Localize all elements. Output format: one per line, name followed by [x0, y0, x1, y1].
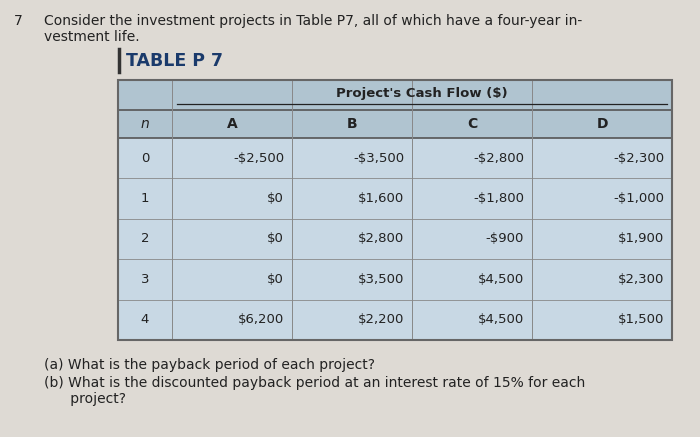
Text: $1,900: $1,900 [617, 232, 664, 246]
Text: 2: 2 [141, 232, 149, 246]
Text: -$2,800: -$2,800 [473, 152, 524, 165]
Text: C: C [467, 117, 477, 131]
Text: $1,600: $1,600 [358, 192, 404, 205]
Text: -$1,000: -$1,000 [613, 192, 664, 205]
Text: $3,500: $3,500 [358, 273, 404, 286]
Text: n: n [141, 117, 149, 131]
Text: Consider the investment projects in Table P7, all of which have a four-year in-: Consider the investment projects in Tabl… [44, 14, 582, 28]
Text: $0: $0 [267, 232, 284, 246]
Text: project?: project? [44, 392, 126, 406]
Text: -$2,300: -$2,300 [613, 152, 664, 165]
Text: $2,300: $2,300 [617, 273, 664, 286]
Bar [292, 110, 412, 138]
Text: Project's Cash Flow ($): Project's Cash Flow ($) [336, 87, 508, 101]
Text: $2,200: $2,200 [358, 313, 404, 326]
Text: $1,500: $1,500 [617, 313, 664, 326]
Text: $0: $0 [267, 192, 284, 205]
Text: TABLE P 7: TABLE P 7 [126, 52, 223, 70]
Bar [118, 50, 121, 72]
Text: -$900: -$900 [486, 232, 524, 246]
Bar [118, 138, 672, 178]
Text: vestment life.: vestment life. [44, 30, 139, 44]
Text: -$3,500: -$3,500 [353, 152, 404, 165]
Text: D: D [596, 117, 608, 131]
Text: $6,200: $6,200 [238, 313, 284, 326]
Text: 0: 0 [141, 152, 149, 165]
Text: 3: 3 [141, 273, 149, 286]
Text: A: A [227, 117, 237, 131]
Text: B: B [346, 117, 357, 131]
Bar [118, 80, 172, 110]
Text: 1: 1 [141, 192, 149, 205]
Text: $4,500: $4,500 [477, 313, 524, 326]
Bar [118, 178, 672, 219]
Text: 7: 7 [14, 14, 22, 28]
Bar [118, 110, 172, 138]
Bar [172, 110, 292, 138]
Text: $4,500: $4,500 [477, 273, 524, 286]
Text: (a) What is the payback period of each project?: (a) What is the payback period of each p… [44, 358, 375, 372]
Text: -$2,500: -$2,500 [233, 152, 284, 165]
Text: $0: $0 [267, 273, 284, 286]
Bar [532, 110, 672, 138]
Bar [412, 110, 532, 138]
Bar [118, 219, 672, 259]
Text: -$1,800: -$1,800 [473, 192, 524, 205]
Bar [118, 80, 672, 340]
Bar [118, 259, 672, 300]
Bar [172, 80, 672, 110]
Bar [118, 300, 672, 340]
Text: 4: 4 [141, 313, 149, 326]
Text: $2,800: $2,800 [358, 232, 404, 246]
Text: (b) What is the discounted payback period at an interest rate of 15% for each: (b) What is the discounted payback perio… [44, 376, 585, 390]
